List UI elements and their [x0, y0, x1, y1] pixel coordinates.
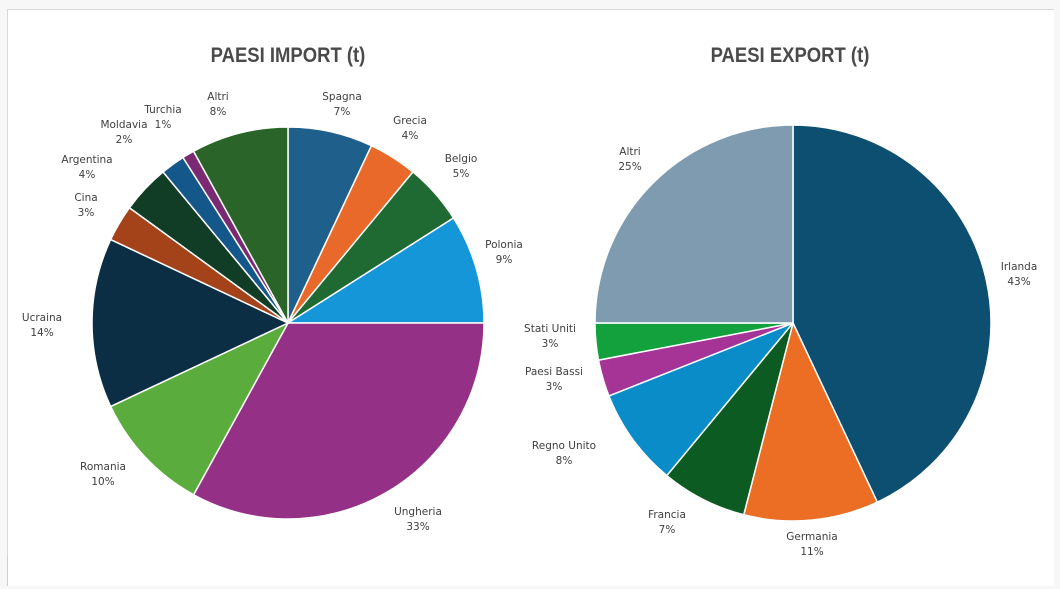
slice-value-turchia: 1% — [155, 119, 172, 131]
slice-value-regno-unito: 8% — [556, 455, 573, 467]
slice-label-belgio: Belgio — [445, 153, 478, 165]
slice-label-spagna: Spagna — [322, 91, 362, 103]
slice-value-romania: 10% — [91, 476, 114, 488]
export-chart-title: PAESI EXPORT (t) — [710, 44, 870, 67]
slice-value-altri: 25% — [618, 161, 641, 173]
slice-value-grecia: 4% — [402, 130, 419, 142]
pie-slice-germania — [742, 320, 879, 522]
slice-value-cina: 3% — [78, 207, 95, 219]
slice-label-romania: Romania — [80, 461, 126, 473]
slice-value-germania: 11% — [800, 546, 823, 558]
import-pie-chart: Spagna 7% Grecia 4% Belgio 5% Polonia 9% Ungheri… — [22, 91, 523, 533]
slice-label-argentina: Argentina — [61, 154, 112, 166]
slice-value-stati-uniti: 3% — [542, 338, 559, 350]
slice-value-ungheria: 33% — [406, 521, 429, 533]
pie-slice-altri — [594, 124, 794, 324]
slice-label-paesi-bassi: Paesi Bassi — [525, 366, 583, 378]
slice-label-ungheria: Ungheria — [394, 506, 442, 518]
slice-value-belgio: 5% — [453, 168, 470, 180]
slice-value-argentina: 4% — [79, 169, 96, 181]
slice-label-germania: Germania — [786, 531, 837, 543]
slice-value-altri: 8% — [210, 106, 227, 118]
slice-label-stati-uniti: Stati Uniti — [524, 323, 576, 335]
pie-slice-regno-unito — [607, 322, 794, 477]
pie-slice-irlanda — [792, 124, 992, 504]
import-chart-title: PAESI IMPORT (t) — [210, 44, 366, 67]
slice-label-polonia: Polonia — [485, 239, 523, 251]
slice-label-irlanda: Irlanda — [1001, 261, 1038, 273]
slice-label-regno-unito: Regno Unito — [532, 440, 596, 452]
pie-slice-ucraina — [91, 238, 290, 408]
slice-label-ucraina: Ucraina — [22, 312, 62, 324]
pie-slice-altri — [192, 126, 289, 324]
slice-label-altri: Altri — [619, 146, 640, 158]
slice-label-turchia: Turchia — [143, 104, 181, 116]
slice-value-paesi-bassi: 3% — [546, 381, 563, 393]
pie-slice-ungheria — [192, 322, 485, 520]
slice-label-altri: Altri — [207, 91, 228, 103]
pie-slice-romania — [109, 321, 290, 496]
slice-value-irlanda: 43% — [1007, 276, 1030, 288]
pie-slice-polonia — [285, 216, 485, 324]
slice-value-moldavia: 2% — [116, 134, 133, 146]
slice-label-cina: Cina — [74, 192, 97, 204]
slice-value-spagna: 7% — [334, 106, 351, 118]
slice-label-francia: Francia — [648, 509, 686, 521]
slice-value-francia: 7% — [659, 524, 676, 536]
slice-label-moldavia: Moldavia — [100, 119, 147, 131]
slice-value-ucraina: 14% — [30, 327, 53, 339]
slice-label-grecia: Grecia — [393, 115, 427, 127]
slice-value-polonia: 9% — [496, 254, 513, 266]
